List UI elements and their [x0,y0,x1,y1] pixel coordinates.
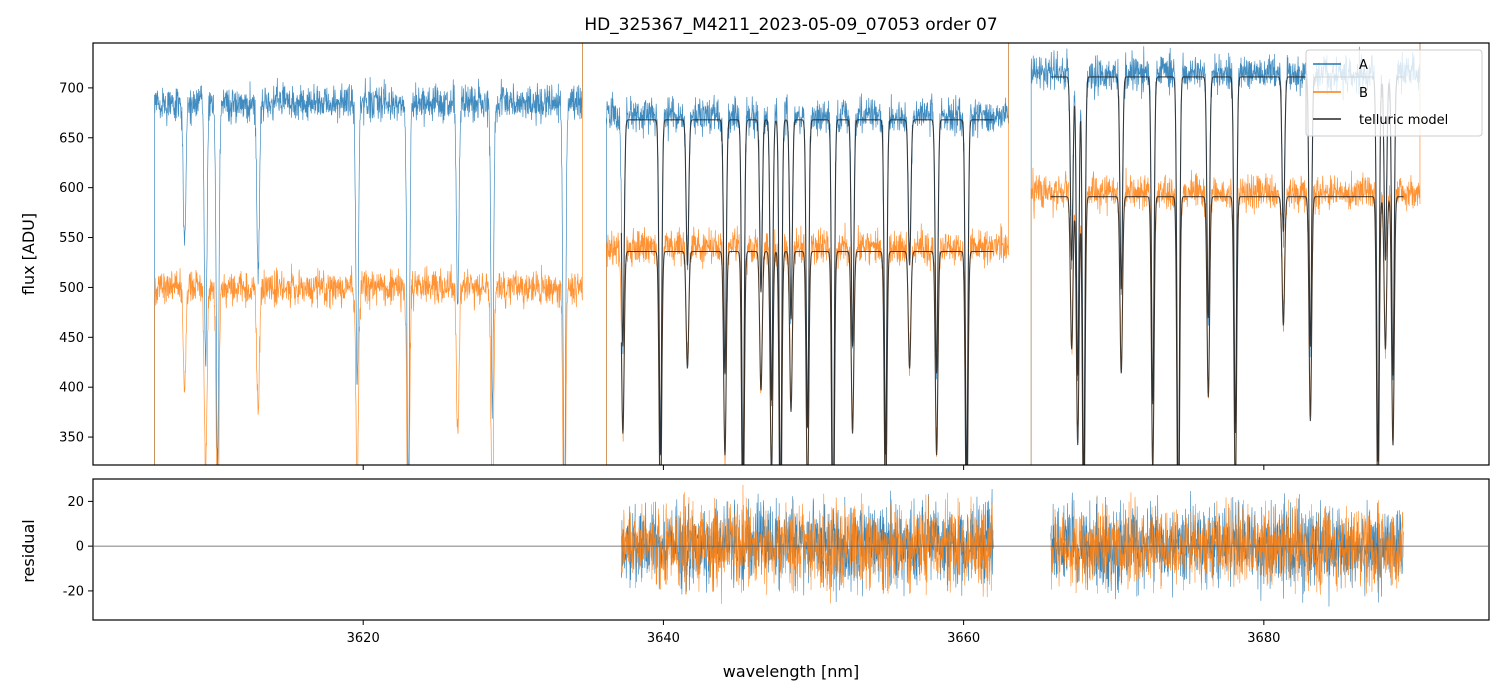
flux-line-a [606,43,1010,465]
y-tick-label: 650 [59,131,84,146]
residual-x-ticks: 3620 3640 3660 3680 [347,620,1280,646]
y-tick-label: -20 [63,584,84,599]
flux-y-ticks: 350 400 450 500 550 600 650 700 [59,81,93,446]
telluric-model-line [620,250,994,465]
x-axis-label: wavelength [nm] [723,662,860,681]
x-tick-label: 3620 [347,631,380,646]
residual-y-ticks: -20 0 20 [63,495,93,599]
x-tick-label: 3660 [947,631,980,646]
y-tick-label: 600 [59,181,84,196]
chart-title: HD_325367_M4211_2023-05-09_07053 order 0… [584,15,997,35]
flux-line-b [154,43,583,465]
y-tick-label: 400 [59,381,84,396]
legend-box [1305,49,1483,137]
y-tick-label: 550 [59,231,84,246]
residual-axis-label: residual [19,519,38,582]
telluric-model-line [620,119,994,465]
y-tick-label: 450 [59,331,84,346]
residual-line-b [621,484,994,604]
x-tick-label: 3640 [647,631,680,646]
flux-panel-frame [92,42,1490,466]
y-tick-label: 350 [59,431,84,446]
x-tick-label: 3680 [1247,631,1280,646]
residual-panel-frame [92,478,1490,621]
legend-label-b: B [1359,86,1368,101]
residual-line-b [1050,492,1404,595]
residual-panel: -20 0 20 3620 3640 3660 3680 residual [19,478,1490,646]
residual-series [621,484,1404,607]
flux-line-b [1030,43,1421,465]
legend-label-telluric: telluric model [1359,113,1448,128]
flux-x-ticks [362,465,1265,470]
y-tick-label: 0 [76,540,84,555]
y-tick-label: 700 [59,81,84,96]
flux-line-a [154,43,583,465]
flux-series [154,43,1421,465]
legend-label-a: A [1359,58,1368,73]
flux-axis-label: flux [ADU] [19,213,38,295]
legend: A B telluric model [1305,49,1483,137]
y-tick-label: 500 [59,281,84,296]
flux-line-b [606,43,1010,465]
telluric-model-line [1050,196,1404,465]
telluric-model-line [1050,76,1404,465]
flux-panel: 350 400 450 500 550 600 650 700 flux [ADU] A B … [19,42,1490,470]
y-tick-label: 20 [67,495,84,510]
